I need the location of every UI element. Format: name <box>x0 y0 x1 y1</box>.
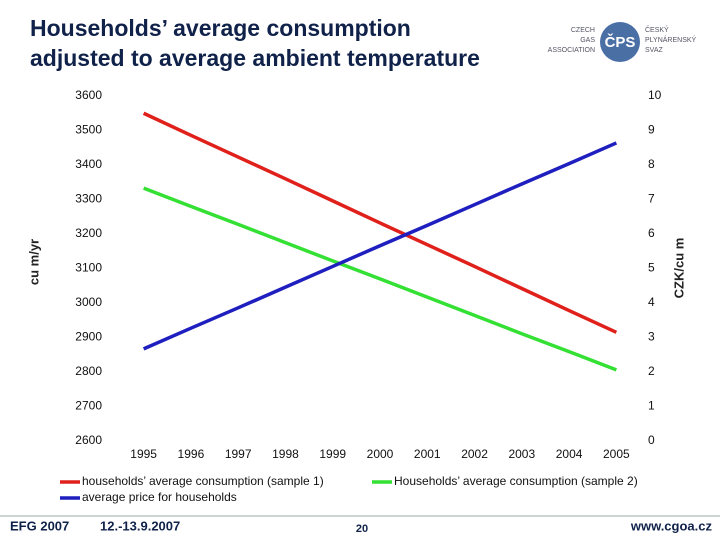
y-tick-label: 3200 <box>75 226 102 240</box>
footer-event: EFG 2007 <box>10 518 69 533</box>
footer-url: www.cgoa.cz <box>630 518 713 533</box>
y-tick-label: 3300 <box>75 192 102 206</box>
legend-label: households’ average consumption (sample … <box>82 474 324 488</box>
series-line <box>142 141 618 351</box>
x-tick-label: 2004 <box>556 447 583 461</box>
slide-title: adjusted to average ambient temperature <box>30 45 480 71</box>
x-tick-label: 1999 <box>319 447 346 461</box>
y2-tick-label: 7 <box>648 192 655 206</box>
x-tick-label: 2000 <box>367 447 394 461</box>
y-tick-label: 3000 <box>75 295 102 309</box>
y2-tick-label: 9 <box>648 123 655 137</box>
logo-text: SVAZ <box>645 47 663 54</box>
x-tick-label: 1998 <box>272 447 299 461</box>
y-tick-label: 2800 <box>75 364 102 378</box>
y-tick-label: 2600 <box>75 433 102 447</box>
y2-tick-label: 0 <box>648 433 655 447</box>
y2-tick-label: 8 <box>648 157 655 171</box>
footer-date: 12.-13.9.2007 <box>100 518 180 533</box>
y-tick-label: 3500 <box>75 123 102 137</box>
y-tick-label: 3100 <box>75 261 102 275</box>
page-number: 20 <box>356 523 368 535</box>
y-tick-label: 2700 <box>75 399 102 413</box>
series-line <box>142 111 618 334</box>
x-tick-label: 2005 <box>603 447 630 461</box>
y2-tick-label: 5 <box>648 261 655 275</box>
slide-title: Households’ average consumption <box>30 15 411 41</box>
x-tick-label: 1995 <box>130 447 157 461</box>
y-tick-label: 2900 <box>75 330 102 344</box>
y2-tick-label: 1 <box>648 399 655 413</box>
logo-text: ASSOCIATION <box>548 47 595 54</box>
y2-tick-label: 10 <box>648 88 662 102</box>
x-tick-label: 1997 <box>225 447 252 461</box>
series-line <box>143 186 617 372</box>
legend-label: Households’ average consumption (sample … <box>394 474 638 488</box>
logo-mark: ČPS <box>605 33 636 51</box>
y2-tick-label: 6 <box>648 226 655 240</box>
x-tick-label: 1996 <box>178 447 205 461</box>
logo-text: CZECH <box>571 27 595 34</box>
legend-label: average price for households <box>82 490 237 504</box>
x-tick-label: 2003 <box>508 447 535 461</box>
y-axis-label: cu m/yr <box>26 239 41 285</box>
x-tick-label: 2002 <box>461 447 488 461</box>
y-tick-label: 3600 <box>75 88 102 102</box>
logo-circle <box>600 22 640 62</box>
y2-tick-label: 4 <box>648 295 655 309</box>
logo-text: GAS <box>580 37 595 44</box>
y2-axis-label: CZK/cu m <box>671 238 686 299</box>
y-tick-label: 3400 <box>75 157 102 171</box>
logo-text: ČESKÝ <box>645 25 669 34</box>
y2-tick-label: 2 <box>648 364 655 378</box>
logo-text: PLYNÁRENSKÝ <box>645 35 697 44</box>
y2-tick-label: 3 <box>648 330 655 344</box>
x-tick-label: 2001 <box>414 447 441 461</box>
